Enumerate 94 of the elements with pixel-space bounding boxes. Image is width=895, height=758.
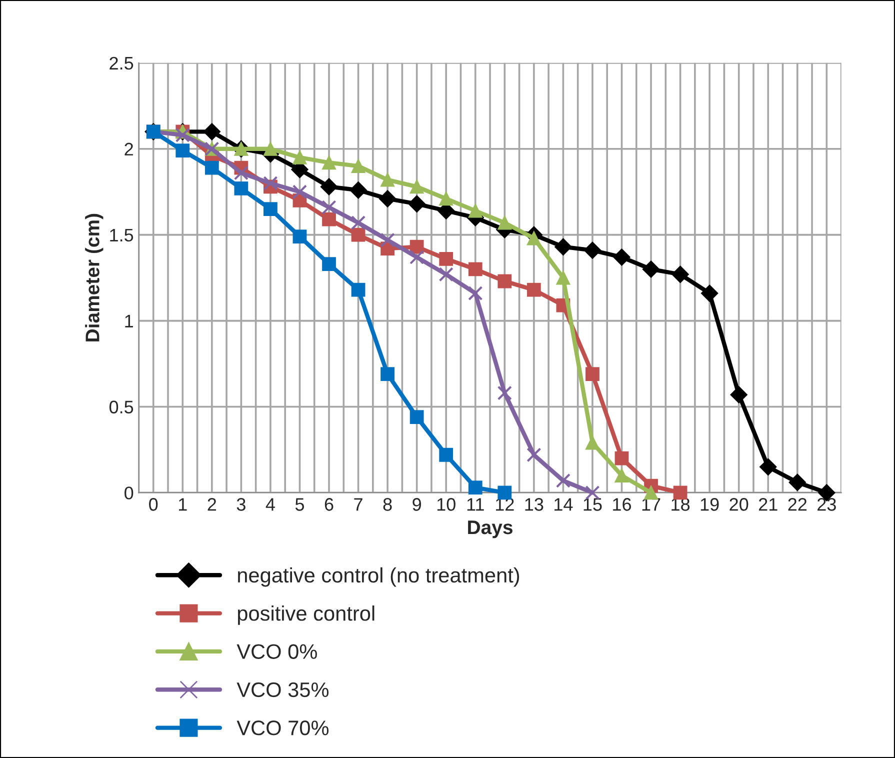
point <box>320 178 338 196</box>
x-tick-label: 21 <box>758 498 778 511</box>
point <box>730 386 748 404</box>
point <box>788 474 806 491</box>
point <box>586 436 600 450</box>
point <box>351 159 366 174</box>
legend-label: VCO 35% <box>236 682 329 698</box>
x-tick-label: 11 <box>467 498 484 511</box>
point <box>410 410 424 424</box>
point <box>556 270 570 285</box>
x-tick-label: 19 <box>700 498 719 511</box>
point <box>554 238 572 256</box>
point <box>701 284 718 302</box>
point <box>410 250 424 264</box>
x-tick-label: 15 <box>584 498 602 511</box>
x-tick-label: 5 <box>295 498 304 511</box>
legend-label: negative control (no treatment) <box>238 567 520 587</box>
x-tick-label: 7 <box>354 498 362 511</box>
point <box>760 458 777 476</box>
point <box>203 123 220 140</box>
point <box>175 128 190 142</box>
legend-label: positive control <box>238 605 374 625</box>
x-tick-label: 3 <box>236 498 246 511</box>
x-tick-label: 9 <box>412 498 421 511</box>
point <box>614 451 629 466</box>
point <box>292 150 307 164</box>
point <box>584 242 602 259</box>
point <box>556 473 570 488</box>
point <box>264 202 278 216</box>
point <box>350 182 367 199</box>
point <box>176 144 190 158</box>
point <box>322 257 336 271</box>
point <box>234 166 248 180</box>
point <box>351 228 366 242</box>
point <box>468 480 482 494</box>
x-tick-label: 6 <box>324 498 334 511</box>
point <box>351 282 366 297</box>
point <box>526 448 542 462</box>
point <box>586 367 600 382</box>
point <box>614 468 629 482</box>
x-axis-title: Days <box>468 520 512 538</box>
y-tick-label: 1.5 <box>110 228 134 242</box>
point <box>498 274 512 288</box>
point <box>408 195 426 212</box>
point <box>292 230 307 244</box>
x-tick-label: 2 <box>208 498 216 511</box>
point <box>498 216 512 230</box>
point <box>410 180 424 194</box>
point <box>322 156 336 170</box>
point <box>526 231 541 246</box>
y-axis-title: Diameter (cm) <box>85 214 104 342</box>
point <box>526 282 541 297</box>
point <box>468 262 482 276</box>
point <box>438 267 454 282</box>
y-tick-label: 1 <box>125 314 133 328</box>
x-tick-label: 4 <box>266 498 275 511</box>
x-tick-label: 10 <box>437 498 456 511</box>
point <box>204 160 219 175</box>
point <box>439 192 454 206</box>
x-tick-label: 22 <box>788 498 807 511</box>
point <box>379 190 396 208</box>
point <box>380 367 394 382</box>
x-tick-label: 8 <box>383 498 392 511</box>
point <box>264 142 278 156</box>
legend-label: VCO 0% <box>236 644 317 659</box>
point <box>292 184 308 200</box>
legend-label: VCO 70% <box>236 720 329 736</box>
point <box>439 448 454 462</box>
x-tick-label: 16 <box>613 498 631 511</box>
point <box>468 286 483 301</box>
point <box>439 252 454 266</box>
point <box>322 200 336 215</box>
x-tick-label: 20 <box>730 498 748 511</box>
y-tick-label: 2 <box>124 142 133 156</box>
y-tick-label: 2.5 <box>110 56 134 70</box>
point <box>497 386 512 400</box>
point <box>380 232 395 248</box>
point <box>350 216 366 230</box>
point <box>642 260 660 278</box>
y-tick-label: 0.5 <box>109 400 134 414</box>
point <box>613 248 630 266</box>
point <box>263 176 278 191</box>
point <box>672 266 689 283</box>
x-tick-label: 14 <box>554 498 573 511</box>
point <box>234 181 248 196</box>
point <box>322 212 336 226</box>
x-tick-label: 1 <box>178 498 187 511</box>
point <box>468 204 482 218</box>
x-tick-label: 13 <box>525 498 544 511</box>
x-tick-label: 23 <box>818 498 836 511</box>
point <box>410 240 424 254</box>
point <box>380 172 394 187</box>
x-tick-label: 0 <box>149 498 158 511</box>
y-tick-label: 0 <box>124 486 134 500</box>
